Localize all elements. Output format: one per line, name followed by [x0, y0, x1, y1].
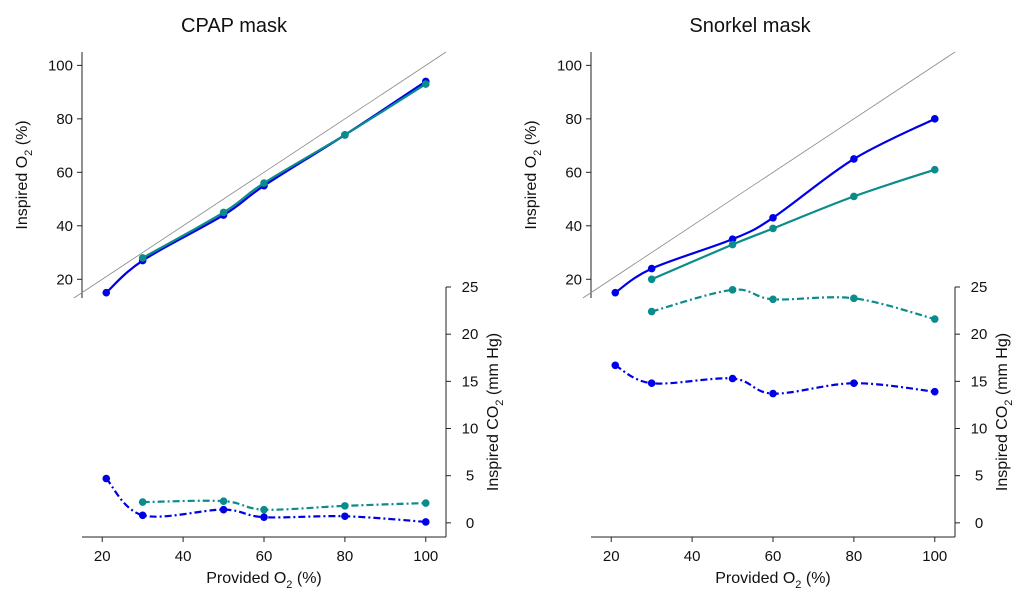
inspired-o2-data-point — [728, 240, 737, 249]
top-y-tick-label: 80 — [565, 111, 582, 128]
inspired-o2-data-point — [769, 213, 777, 222]
x-tick-label: 100 — [922, 548, 947, 565]
inspired-co2-data-point — [728, 286, 737, 294]
top-y-tick-label: 20 — [56, 271, 73, 288]
inspired-co2-series-line — [142, 499, 426, 511]
bottom-y-tick-label: 20 — [462, 326, 479, 343]
bottom-y-tick-label: 10 — [462, 421, 479, 438]
inspired-o2-series-line — [614, 117, 936, 294]
top-y-tick-label: 40 — [56, 218, 73, 235]
inspired-o2-data-point — [102, 288, 111, 297]
inspired-co2-data-point — [138, 498, 147, 506]
x-axis-title: Provided O2 (%) — [206, 570, 322, 591]
inspired-co2-data-point — [219, 505, 228, 514]
inspired-o2-data-point — [930, 115, 939, 123]
x-tick-label: 40 — [175, 548, 192, 565]
bottom-y-axis-title: Inspired CO2 (mm Hg) — [994, 333, 1015, 491]
inspired-co2-data-point — [930, 315, 939, 323]
bottom-y-tick-label: 25 — [462, 279, 479, 296]
bottom-y-tick-label: 10 — [971, 421, 988, 438]
identity-line — [582, 51, 956, 299]
inspired-o2-data-point — [769, 224, 777, 233]
inspired-co2-data-point — [219, 497, 228, 505]
x-tick-label: 20 — [603, 548, 620, 565]
top-y-tick-label: 100 — [557, 57, 582, 74]
inspired-o2-data-point — [219, 208, 228, 217]
inspired-o2-data-point — [611, 288, 620, 297]
x-axis-title: Provided O2 (%) — [715, 570, 831, 591]
inspired-o2-data-point — [260, 179, 268, 187]
inspired-co2-data-point — [421, 499, 430, 507]
bottom-y-tick-label: 15 — [462, 373, 479, 390]
inspired-co2-data-point — [102, 474, 111, 483]
bottom-y-tick-label: 0 — [975, 515, 983, 532]
inspired-o2-series-line — [142, 83, 427, 259]
inspired-o2-data-point — [850, 192, 858, 201]
bottom-y-tick-label: 25 — [971, 279, 988, 296]
inspired-o2-data-point — [728, 235, 737, 243]
cpap-mask-chart: CPAP mask 20 40 60 80 100 Inspired O2 (%) 0 5 10 1… — [14, 15, 506, 591]
inspired-co2-data-point — [930, 387, 939, 396]
inspired-o2-data-point — [850, 155, 858, 163]
inspired-co2-data-point — [138, 511, 147, 520]
bottom-y-axis-title: Inspired CO2 (mm Hg) — [485, 333, 506, 491]
inspired-co2-data-point — [260, 505, 268, 514]
inspired-co2-data-point — [850, 379, 858, 388]
inspired-o2-data-point — [138, 254, 147, 262]
top-y-tick-label: 20 — [565, 271, 582, 288]
inspired-o2-data-point — [341, 131, 349, 139]
x-tick-label: 100 — [413, 548, 438, 565]
inspired-co2-series-line — [651, 288, 936, 321]
top-y-tick-label: 40 — [565, 218, 582, 235]
top-y-axis-title: Inspired O2 (%) — [14, 120, 35, 229]
x-tick-label: 80 — [337, 548, 354, 565]
inspired-co2-data-point — [341, 502, 349, 510]
x-tick-label: 20 — [94, 548, 111, 565]
top-y-tick-label: 80 — [56, 111, 73, 128]
top-y-tick-label: 100 — [48, 57, 73, 74]
x-tick-label: 40 — [684, 548, 701, 565]
inspired-o2-data-point — [930, 165, 939, 174]
inspired-o2-data-point — [647, 264, 656, 273]
inspired-co2-data-point — [611, 361, 620, 370]
snorkel-mask-chart: Snorkel mask 20 40 60 80 100 Inspired O2 (%) 0 5… — [523, 15, 1015, 591]
inspired-co2-data-point — [647, 307, 656, 316]
chart-title: CPAP mask — [181, 15, 288, 37]
inspired-co2-data-point — [769, 295, 777, 304]
top-y-axis-title: Inspired O2 (%) — [523, 120, 544, 229]
bottom-y-tick-label: 15 — [971, 373, 988, 390]
inspired-co2-data-point — [260, 513, 268, 521]
identity-line — [73, 51, 447, 299]
inspired-co2-data-point — [728, 374, 737, 383]
inspired-co2-series-line — [105, 477, 426, 524]
bottom-y-tick-label: 20 — [971, 326, 988, 343]
inspired-co2-data-point — [341, 512, 349, 521]
bottom-y-tick-label: 0 — [466, 515, 474, 532]
inspired-co2-series-line — [614, 364, 935, 395]
top-y-tick-label: 60 — [565, 164, 582, 181]
x-tick-label: 60 — [765, 548, 782, 565]
top-y-tick-label: 60 — [56, 164, 73, 181]
bottom-y-tick-label: 5 — [466, 468, 474, 485]
inspired-o2-data-point — [421, 80, 430, 88]
x-tick-label: 80 — [846, 548, 863, 565]
inspired-co2-data-point — [647, 379, 656, 388]
inspired-o2-data-point — [647, 275, 656, 284]
inspired-co2-data-point — [769, 389, 777, 398]
chart-title: Snorkel mask — [689, 15, 811, 37]
inspired-co2-data-point — [850, 294, 858, 303]
x-tick-label: 60 — [256, 548, 273, 565]
inspired-co2-data-point — [421, 518, 430, 526]
bottom-y-tick-label: 5 — [975, 468, 983, 485]
